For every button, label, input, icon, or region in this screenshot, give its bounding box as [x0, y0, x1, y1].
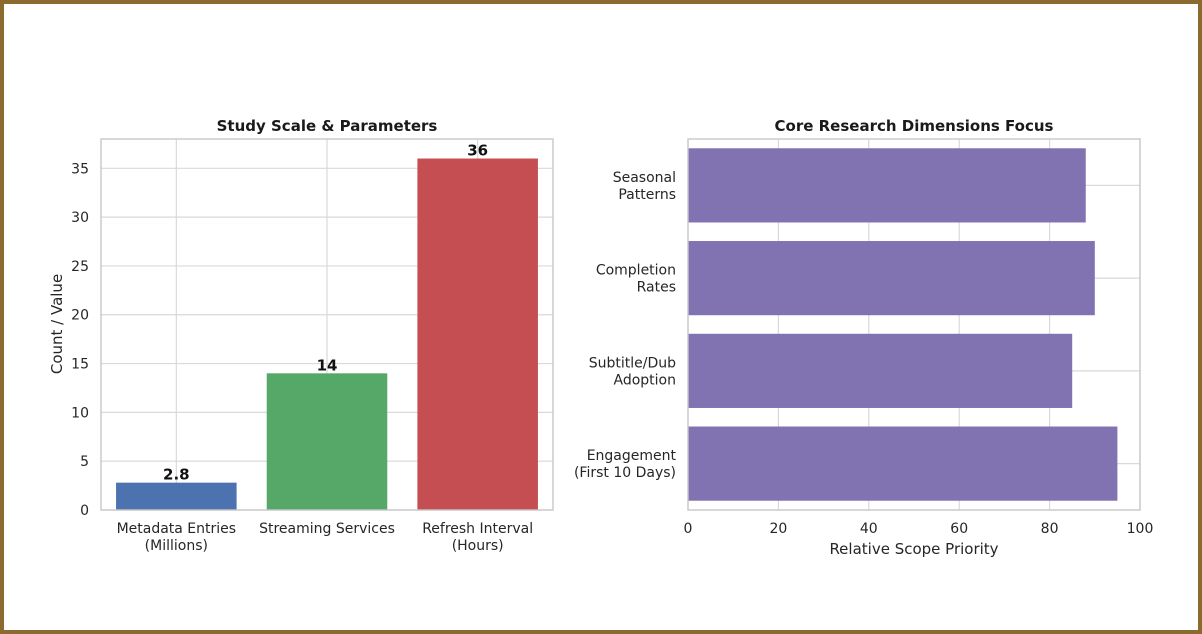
chart-title-right: Core Research Dimensions Focus [775, 117, 1054, 135]
right-x-tick-80: 80 [1041, 521, 1059, 537]
left-bar-0 [116, 482, 237, 510]
left-y-axis-label: Count / Value [48, 274, 66, 374]
right-x-axis-label: Relative Scope Priority [829, 540, 998, 558]
right-plot-frame [687, 138, 1141, 511]
research-dimensions-chart: Core Research Dimensions Focus 0 20 40 60 80… [574, 117, 1153, 558]
left-bars [116, 158, 538, 511]
left-value-label-2: 36 [467, 142, 488, 160]
left-value-label-1: 14 [317, 356, 338, 374]
right-bars [688, 148, 1118, 501]
left-value-label-0: 2.8 [163, 466, 190, 484]
left-value-labels: 2.8 14 36 [163, 142, 488, 484]
right-y-tick-2: Subtitle/Dub Adoption [589, 355, 676, 388]
right-y-tick-0: Seasonal Patterns [613, 170, 676, 203]
right-bar-0 [688, 148, 1086, 223]
right-y-tick-3: Engagement (First 10 Days) [574, 448, 677, 481]
left-y-tick-30: 30 [71, 210, 89, 226]
left-x-tick-labels: Metadata Entries (Millions) Streaming Serv… [117, 521, 534, 554]
chart-title-left: Study Scale & Parameters [217, 117, 438, 135]
right-y-tick-1: Completion Rates [596, 263, 676, 296]
left-x-tick-0: Metadata Entries (Millions) [117, 521, 237, 554]
left-bar-2 [417, 158, 538, 511]
left-x-tick-1: Streaming Services [259, 521, 395, 537]
right-x-tick-100: 100 [1127, 521, 1154, 537]
left-bar-1 [266, 373, 388, 510]
right-bar-3 [688, 426, 1118, 501]
left-y-tick-25: 25 [71, 259, 89, 275]
study-scale-chart: Study Scale & Parameters 2.8 14 36 0 5 10 15 2… [48, 117, 554, 554]
figure-canvas: Study Scale & Parameters 2.8 14 36 0 5 10 15 2… [48, 117, 1153, 558]
left-y-tick-0: 0 [80, 503, 89, 519]
left-y-tick-35: 35 [71, 161, 89, 177]
left-y-tick-20: 20 [71, 308, 89, 324]
right-bar-2 [688, 333, 1073, 408]
left-y-tick-15: 15 [71, 357, 89, 373]
right-x-tick-60: 60 [950, 521, 968, 537]
right-x-tick-20: 20 [769, 521, 787, 537]
right-x-tick-40: 40 [860, 521, 878, 537]
left-y-tick-labels: 0 5 10 15 20 25 30 35 [71, 161, 89, 519]
left-y-tick-10: 10 [71, 405, 89, 421]
left-x-tick-2: Refresh Interval (Hours) [422, 521, 533, 554]
right-x-tick-labels: 0 20 40 60 80 100 [684, 521, 1154, 537]
right-x-tick-0: 0 [684, 521, 693, 537]
left-plot-frame [100, 138, 554, 511]
right-bar-1 [688, 241, 1095, 316]
right-y-tick-labels: Seasonal Patterns Completion Rates Subtitle/… [574, 170, 677, 481]
left-y-tick-5: 5 [80, 454, 89, 470]
